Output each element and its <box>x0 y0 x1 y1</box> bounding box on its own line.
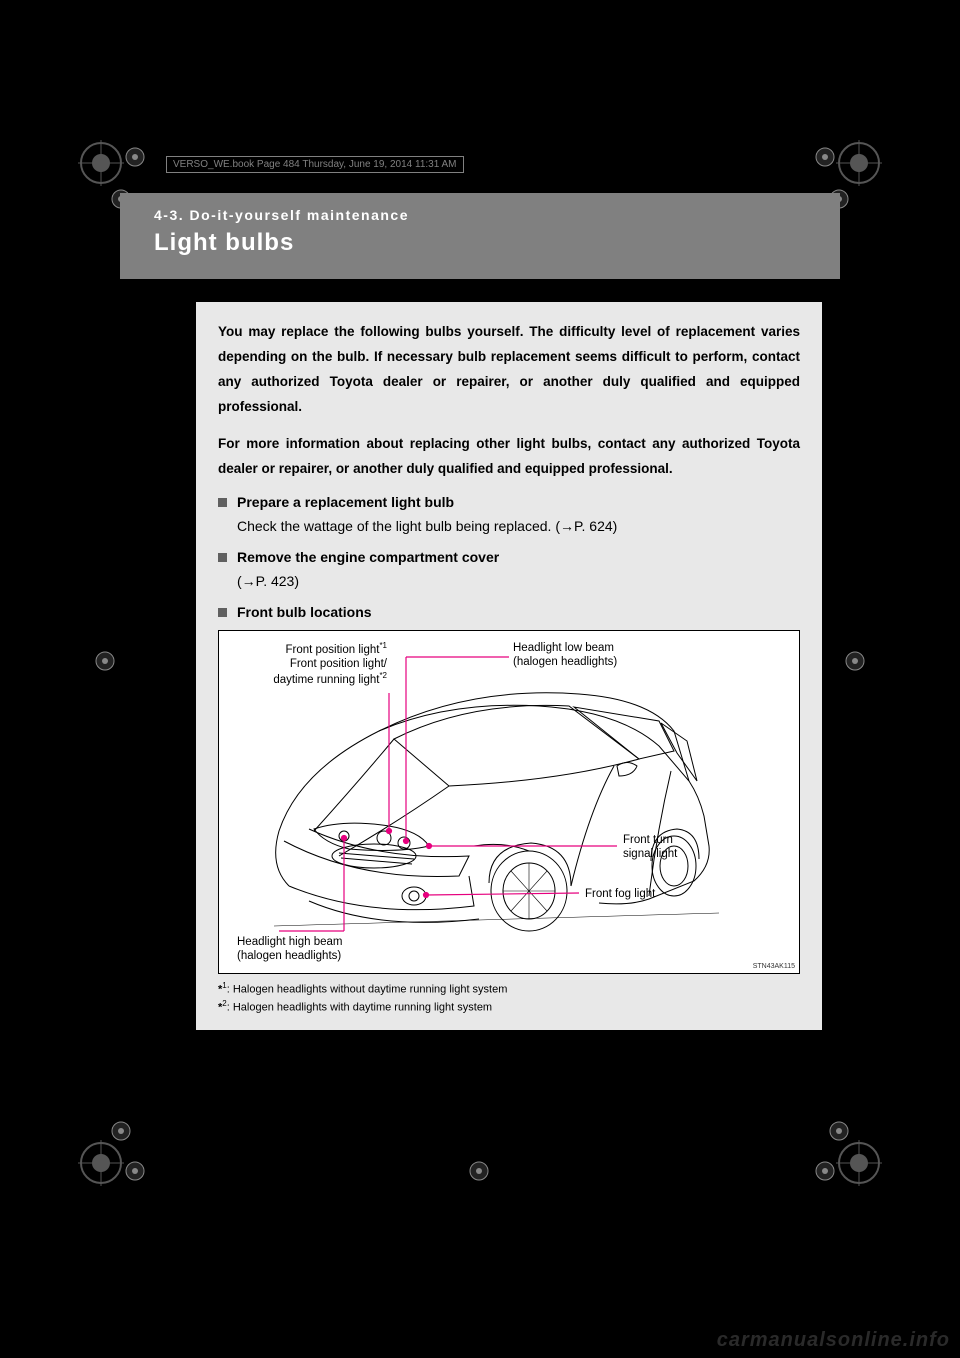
label-front-position-light: Front position light*1 Front position li… <box>247 641 387 688</box>
watermark: carmanualsonline.info <box>717 1329 950 1352</box>
step-front-title: Front bulb locations <box>237 604 372 620</box>
section-title: Light bulbs <box>154 229 840 257</box>
crop-dot <box>124 1160 146 1182</box>
crop-dot <box>110 1120 132 1142</box>
step-remove: Remove the engine compartment cover <box>218 549 800 565</box>
step-prepare-body: Check the wattage of the light bulb bein… <box>237 516 800 537</box>
content-box: You may replace the following bulbs your… <box>196 302 822 1030</box>
crop-dot <box>124 146 146 168</box>
crop-dot <box>814 1160 836 1182</box>
remove-body-b: P. 423) <box>256 573 299 589</box>
crop-dot <box>814 146 836 168</box>
prepare-body-a: Check the wattage of the light bulb bein… <box>237 518 560 534</box>
crop-dot <box>844 650 866 672</box>
section-label: 4-3. Do-it-yourself maintenance <box>154 207 840 223</box>
intro-paragraph-2: For more information about replacing oth… <box>218 432 800 482</box>
file-tag: VERSO_WE.book Page 484 Thursday, June 19… <box>166 156 464 173</box>
step-prepare-title: Prepare a replacement light bulb <box>237 494 454 510</box>
reg-ring-bl <box>78 1140 124 1186</box>
step-front: Front bulb locations <box>218 604 800 620</box>
arrow-icon: → <box>560 518 574 534</box>
label-front-turn-signal: Front turn signal light <box>623 833 677 862</box>
crop-dot <box>94 650 116 672</box>
label-front-fog-light: Front fog light <box>585 887 655 901</box>
bullet-icon <box>218 498 227 507</box>
crop-dot <box>828 1120 850 1142</box>
step-remove-body: (→P. 423) <box>237 571 800 592</box>
label-headlight-low-beam: Headlight low beam (halogen headlights) <box>513 641 617 670</box>
step-remove-title: Remove the engine compartment cover <box>237 549 499 565</box>
reg-ring-br <box>836 1140 882 1186</box>
footnotes: *1: Halogen headlights without daytime r… <box>218 980 800 1016</box>
crop-dot <box>468 1160 490 1182</box>
front-bulb-diagram: Front position light*1 Front position li… <box>218 630 800 974</box>
footnote-1: *1: Halogen headlights without daytime r… <box>218 980 800 998</box>
label-headlight-high-beam: Headlight high beam (halogen headlights) <box>237 935 343 964</box>
intro-paragraph-1: You may replace the following bulbs your… <box>218 320 800 420</box>
page-header: 4-3. Do-it-yourself maintenance Light bu… <box>120 193 840 279</box>
bullet-icon <box>218 553 227 562</box>
reg-ring-tr <box>836 140 882 186</box>
arrow-icon: → <box>242 573 256 589</box>
prepare-body-b: P. 624) <box>574 518 617 534</box>
reg-ring-tl <box>78 140 124 186</box>
footnote-2: *2: Halogen headlights with daytime runn… <box>218 998 800 1016</box>
step-prepare: Prepare a replacement light bulb <box>218 494 800 510</box>
figure-code: STN43AK115 <box>753 963 795 970</box>
bullet-icon <box>218 608 227 617</box>
